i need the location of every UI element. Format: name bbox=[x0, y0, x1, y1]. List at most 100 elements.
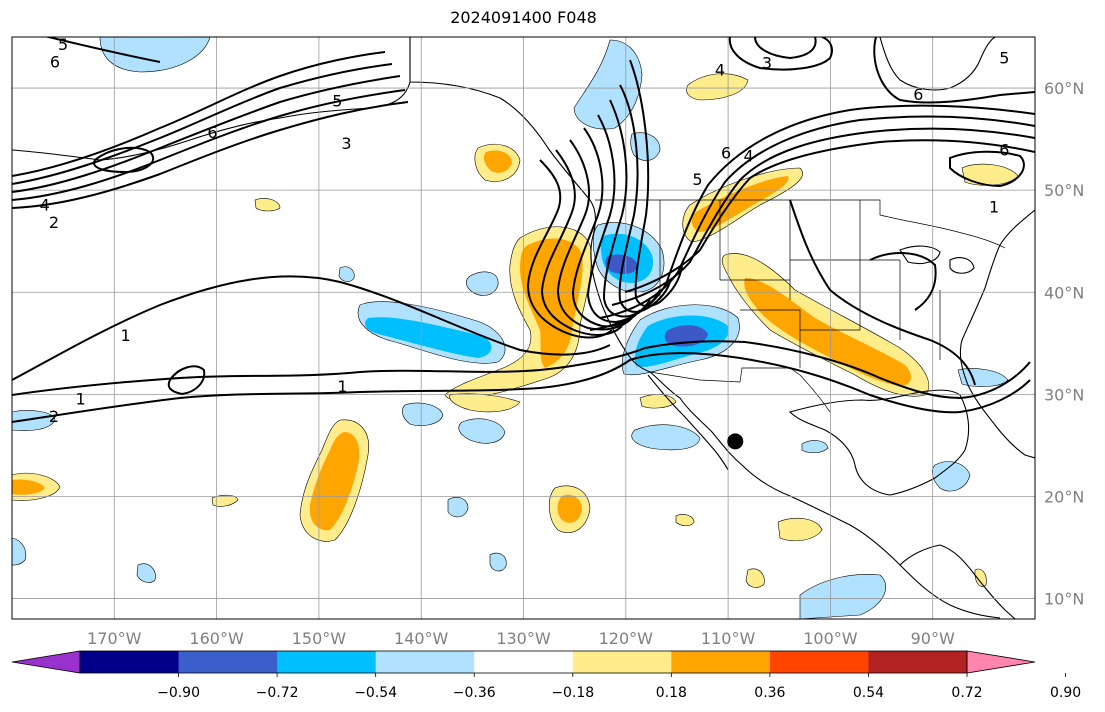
contour-label: 4 bbox=[715, 61, 725, 80]
contour-label: 6 bbox=[999, 140, 1009, 159]
colorbar-tick-label: −0.36 bbox=[453, 685, 496, 701]
contour-line bbox=[629, 59, 683, 308]
east-coast-coastline bbox=[959, 209, 1035, 459]
negative-anomaly-area bbox=[465, 271, 499, 296]
contour-label: 6 bbox=[50, 53, 60, 72]
colorbar-segment bbox=[277, 651, 377, 673]
contour-line bbox=[12, 101, 409, 209]
colorbar bbox=[11, 650, 1036, 674]
contour-line bbox=[526, 159, 613, 339]
contour-line bbox=[589, 104, 1035, 331]
contour-label: 6 bbox=[913, 85, 923, 104]
latitude-tick-label: 60°N bbox=[1044, 79, 1084, 98]
negative-anomaly-area bbox=[801, 440, 829, 454]
contour-line bbox=[624, 139, 1035, 293]
negative-anomaly-area bbox=[136, 563, 156, 583]
colorbar-segment bbox=[868, 651, 968, 673]
contour-label: 4 bbox=[743, 146, 753, 165]
negative-anomaly-area bbox=[631, 424, 701, 451]
us-mexico-border bbox=[649, 367, 831, 413]
longitude-tick-label: 100°W bbox=[803, 629, 858, 648]
longitude-labels: 170°W 160°W 150°W 140°W 130°W 120°W 110°W 100°W… bbox=[87, 629, 955, 648]
contour-label: 3 bbox=[762, 54, 772, 73]
positive-anomaly-area bbox=[557, 494, 582, 523]
colorbar-tick-label: 0.90 bbox=[1050, 685, 1081, 701]
negative-anomaly-area bbox=[99, 37, 211, 73]
colorbar-tick-label: −0.90 bbox=[157, 685, 200, 701]
central-america-coastline bbox=[899, 544, 1016, 619]
contour-line bbox=[12, 340, 1031, 400]
colorbar-tick-label: −0.72 bbox=[256, 685, 299, 701]
positive-anomaly-area bbox=[745, 568, 765, 588]
contour-line bbox=[869, 252, 937, 311]
colorbar-tick-label: −0.54 bbox=[354, 685, 397, 701]
colorbar-segment bbox=[178, 651, 278, 673]
positive-anomaly-area bbox=[744, 278, 912, 386]
negative-anomaly-area bbox=[12, 410, 56, 431]
contour-lines bbox=[12, 37, 1035, 423]
contour-label: 5 bbox=[58, 35, 68, 54]
latitude-tick-label: 20°N bbox=[1044, 487, 1084, 506]
contour-line bbox=[12, 51, 386, 177]
great-lakes-coastline bbox=[899, 245, 975, 274]
contour-label: 6 bbox=[721, 143, 731, 162]
longitude-tick-label: 130°W bbox=[496, 629, 551, 648]
contour-label: 2 bbox=[49, 407, 59, 426]
contour-line bbox=[949, 150, 1025, 188]
contour-label: 5 bbox=[999, 48, 1009, 67]
negative-anomaly-area bbox=[458, 418, 506, 444]
contour-label: 1 bbox=[989, 197, 999, 216]
negative-anomaly-area bbox=[401, 402, 444, 426]
positive-anomaly-area bbox=[974, 568, 987, 587]
contour-label: 5 bbox=[692, 170, 702, 189]
positive-anomaly-area bbox=[12, 479, 45, 495]
longitude-tick-label: 90°W bbox=[911, 629, 955, 648]
contour-label: 4 bbox=[40, 195, 50, 214]
colorbar-frame bbox=[79, 650, 968, 674]
longitude-tick-label: 140°W bbox=[394, 629, 449, 648]
location-marker bbox=[727, 433, 744, 450]
colorbar-segment bbox=[80, 651, 180, 673]
canada-us-border bbox=[595, 199, 1006, 249]
contour-label: 6 bbox=[207, 123, 217, 142]
colorbar-tick-label: 0.72 bbox=[951, 685, 982, 701]
contour-line bbox=[873, 37, 1035, 104]
positive-anomaly-area bbox=[211, 494, 239, 507]
colorbar-segment bbox=[769, 651, 869, 673]
longitude-tick-label: 160°W bbox=[189, 629, 244, 648]
contour-line bbox=[12, 75, 401, 193]
positive-anomaly-area bbox=[777, 517, 823, 542]
contour-line bbox=[754, 37, 817, 60]
positive-anomaly-area bbox=[483, 150, 512, 173]
positive-anomaly-area bbox=[686, 73, 749, 101]
negative-anomaly-area bbox=[447, 496, 469, 518]
contour-line bbox=[12, 63, 393, 185]
north-america-coastline bbox=[409, 37, 1001, 619]
latitude-tick-label: 50°N bbox=[1044, 181, 1084, 200]
baja-california-coastline bbox=[647, 374, 729, 471]
negative-anomaly-area bbox=[489, 552, 507, 572]
colorbar-tick-label: −0.18 bbox=[551, 685, 594, 701]
contour-label: 1 bbox=[75, 389, 85, 408]
colorbar-tick-label: 0.54 bbox=[853, 685, 884, 701]
contour-line bbox=[12, 275, 611, 381]
contour-line bbox=[44, 37, 161, 63]
contour-label: 1 bbox=[120, 326, 130, 345]
contour-label: 1 bbox=[337, 377, 347, 396]
negative-anomaly-area bbox=[338, 266, 355, 282]
colorbar-segment bbox=[966, 650, 1036, 674]
contour-line bbox=[540, 149, 623, 336]
negative-anomaly-area bbox=[605, 254, 638, 274]
latitude-tick-label: 40°N bbox=[1044, 283, 1084, 302]
colorbar-segment bbox=[375, 651, 475, 673]
map-frame bbox=[11, 36, 1036, 620]
positive-anomaly-area bbox=[520, 238, 583, 368]
colorbar-segment bbox=[572, 651, 672, 673]
colorbar-segment bbox=[11, 650, 81, 674]
positive-anomaly-area bbox=[254, 198, 281, 212]
longitude-tick-label: 150°W bbox=[292, 629, 347, 648]
colorbar-tick-label: 0.18 bbox=[656, 685, 687, 701]
